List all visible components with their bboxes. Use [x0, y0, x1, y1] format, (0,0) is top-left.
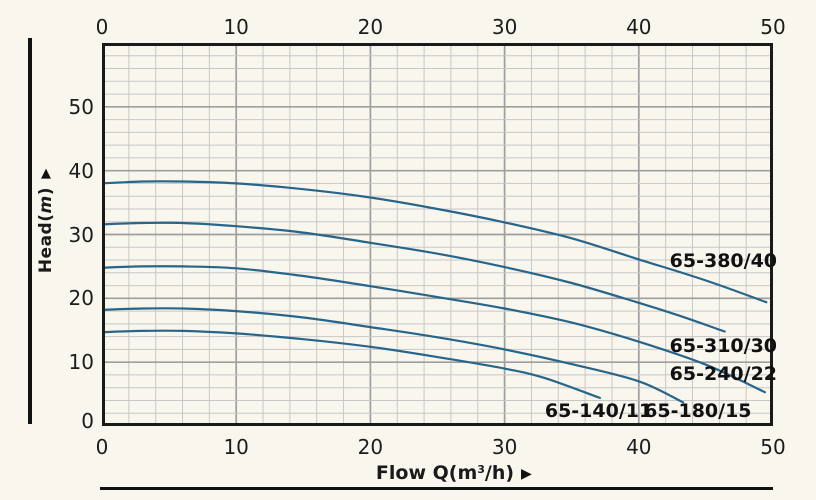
- pump-curve-65-310-30: [102, 221, 726, 333]
- x-axis-title: Flow Q(m3/h): [375, 462, 515, 484]
- y-tick-label: 40: [68, 158, 94, 183]
- x-tick-label: 50: [760, 15, 786, 39]
- cubic-superscript: 3: [477, 463, 485, 476]
- page-bottom-rule: [100, 487, 773, 490]
- pump-curve-65-140-11: [102, 329, 601, 399]
- x-tick-label: 50: [760, 435, 786, 459]
- y-axis-ticks: 0 10 20 30 40 50: [0, 43, 97, 433]
- up-arrow-icon: ▲: [41, 166, 51, 181]
- y-tick-label: 20: [68, 286, 94, 311]
- curve-label-65-240-22: 65-240/22: [669, 363, 778, 386]
- x-tick-label: 10: [223, 435, 249, 459]
- pump-curve-65-180-15: [102, 307, 685, 404]
- x-axis-top-ticks: 0 10 20 30 40 50: [96, 15, 786, 39]
- x-tick-label: 0: [95, 15, 109, 39]
- y-tick-label: 30: [68, 222, 94, 247]
- right-arrow-icon: ▶: [521, 466, 532, 482]
- x-tick-label: 10: [223, 15, 249, 39]
- x-tick-label: 20: [357, 435, 384, 459]
- x-axis-bottom-ticks: 0 10 20 30 40 50: [96, 435, 786, 459]
- x-tick-label: 40: [626, 15, 652, 39]
- page-left-rule: [28, 38, 32, 424]
- pump-curve-65-380-40: [102, 180, 768, 304]
- x-tick-label: 30: [491, 435, 518, 459]
- curve-label-65-180-15: 65-180/15: [644, 400, 752, 423]
- plot-area: 65-380/40 65-310/30 65-240/22 65-140/11 65-1…: [102, 43, 777, 426]
- x-tick-label: 40: [626, 435, 652, 459]
- y-axis-title: ▲ Head(m): [30, 167, 62, 273]
- x-tick-label: 30: [491, 15, 518, 39]
- y-tick-label: 50: [68, 94, 94, 119]
- curve-label-65-140-11: 65-140/11: [544, 400, 653, 423]
- pump-curve-65-240-22: [102, 265, 766, 394]
- y-tick-label: 10: [68, 350, 94, 375]
- curve-label-65-310-30: 65-310/30: [669, 335, 778, 358]
- plot-border: [102, 43, 773, 426]
- y-tick-label: 0: [81, 409, 94, 433]
- x-tick-label: 0: [95, 435, 109, 459]
- plot-svg: [102, 43, 773, 426]
- x-tick-label: 20: [357, 15, 384, 39]
- curve-label-65-380-40: 65-380/40: [669, 250, 778, 273]
